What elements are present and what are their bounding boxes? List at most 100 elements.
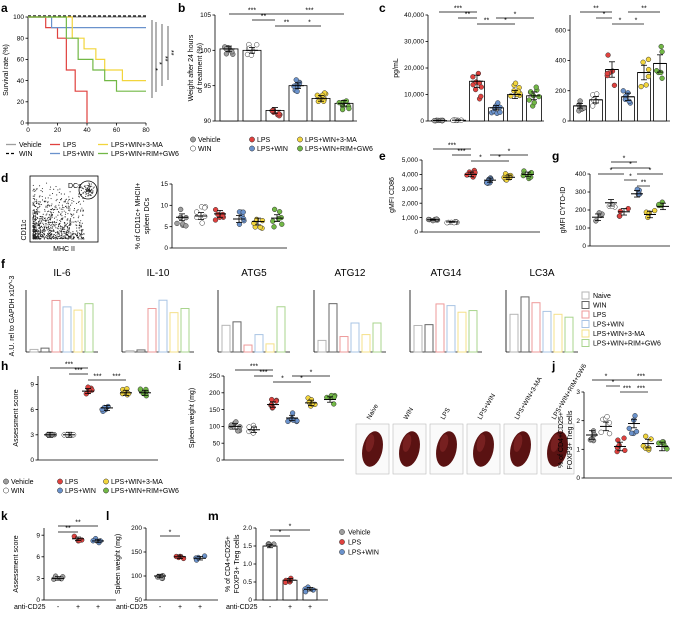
flow-event <box>33 216 35 218</box>
y-tick-label: 3,000 <box>402 186 419 193</box>
flow-event <box>60 235 63 237</box>
data-point <box>285 418 291 425</box>
flow-event <box>67 227 69 229</box>
y-tick-label: 9 <box>30 382 34 389</box>
flow-event <box>56 227 58 229</box>
sig-mark: *** <box>454 6 462 13</box>
flow-event <box>47 201 49 203</box>
data-point <box>199 220 205 226</box>
data-point <box>71 533 77 539</box>
data-point <box>643 82 649 88</box>
flow-event <box>33 203 35 205</box>
data-point <box>174 220 180 227</box>
data-point <box>606 430 613 437</box>
sig-mark: * <box>629 174 632 181</box>
flow-event <box>64 205 67 208</box>
flow-event <box>32 213 34 215</box>
flow-event <box>59 230 61 232</box>
flow-event <box>79 232 81 234</box>
flow-event <box>71 199 73 202</box>
y-axis-label: A.U. rel to GAPDH x10^-3 <box>9 276 16 357</box>
legend-label: LPS+WIN+RIM+GW6 <box>111 151 179 158</box>
data-point <box>658 43 664 50</box>
flow-event <box>42 236 44 238</box>
flow-event <box>67 231 69 233</box>
flow-event <box>51 237 54 239</box>
sig-mark: ** <box>167 50 174 56</box>
flow-event <box>87 194 89 196</box>
flow-event <box>64 199 66 201</box>
y-tick-label: 1 <box>576 447 580 454</box>
sig-mark: ** <box>75 520 81 527</box>
legend-marker <box>581 291 590 300</box>
flow-x-label: MHC II <box>53 246 75 253</box>
flow-event <box>42 213 44 215</box>
sig-mark: ** <box>465 12 471 19</box>
flow-event <box>56 236 58 238</box>
flow-event <box>35 208 38 210</box>
flow-event <box>66 229 68 231</box>
flow-event <box>51 216 53 218</box>
flow-event <box>40 203 42 206</box>
data-point <box>515 88 521 94</box>
flow-event <box>60 213 62 215</box>
flow-event <box>76 225 78 227</box>
data-point <box>194 209 200 215</box>
flow-event <box>54 225 56 227</box>
flow-event <box>39 201 42 203</box>
flow-event <box>35 190 37 192</box>
flow-event <box>69 237 72 239</box>
flow-event <box>67 213 69 215</box>
flow-event <box>76 210 78 212</box>
bar <box>276 306 286 353</box>
flow-event <box>56 219 58 221</box>
data-point <box>640 59 646 65</box>
legend-label: WIN <box>593 303 607 310</box>
flow-event <box>36 230 38 233</box>
flow-event <box>40 230 42 232</box>
y-tick-label: 1,000 <box>402 215 419 222</box>
legend-label: LPS+WIN+3-MA <box>305 137 357 144</box>
legend-marker <box>581 301 590 309</box>
flow-event <box>52 229 54 232</box>
flow-event <box>63 225 66 227</box>
y-tick-label: 100 <box>575 225 586 232</box>
sig-mark: *** <box>305 8 313 15</box>
flow-event <box>67 205 69 207</box>
axes: 0 3 6 9 <box>30 376 158 464</box>
flow-event <box>39 229 42 231</box>
legend-label: LPS <box>257 137 271 144</box>
flow-event <box>75 202 78 204</box>
panel-label: j <box>551 359 555 373</box>
flow-event <box>37 236 39 238</box>
flow-event <box>37 237 39 240</box>
flow-event <box>46 213 48 215</box>
bar <box>180 308 190 353</box>
bar <box>243 344 253 353</box>
flow-event <box>41 199 44 201</box>
data-point <box>247 45 253 51</box>
y-tick-label: 200 <box>555 88 566 95</box>
flow-event <box>37 208 39 210</box>
legend-marker <box>297 145 303 152</box>
y-tick-label: 9 <box>36 532 40 539</box>
legend-label: LPS+WIN <box>348 550 379 557</box>
y-tick-label: 3 <box>576 389 580 396</box>
flow-event <box>47 197 49 199</box>
legend-label: LPS+WIN <box>63 151 94 158</box>
flow-event <box>48 218 50 220</box>
legend-marker <box>103 478 109 485</box>
subplot-title: ATG5 <box>241 268 267 279</box>
flow-event <box>80 225 82 227</box>
flow-event <box>33 195 35 197</box>
legend-marker <box>3 478 9 485</box>
flow-event <box>61 204 63 206</box>
flow-event <box>62 228 64 231</box>
data-point <box>269 396 275 403</box>
flow-event <box>54 232 57 234</box>
flow-event <box>84 187 86 189</box>
legend-label: LPS+WIN+RIM+GW6 <box>305 146 373 153</box>
flow-event <box>81 207 83 209</box>
sig-mark: *** <box>457 149 465 156</box>
flow-event <box>73 209 75 211</box>
